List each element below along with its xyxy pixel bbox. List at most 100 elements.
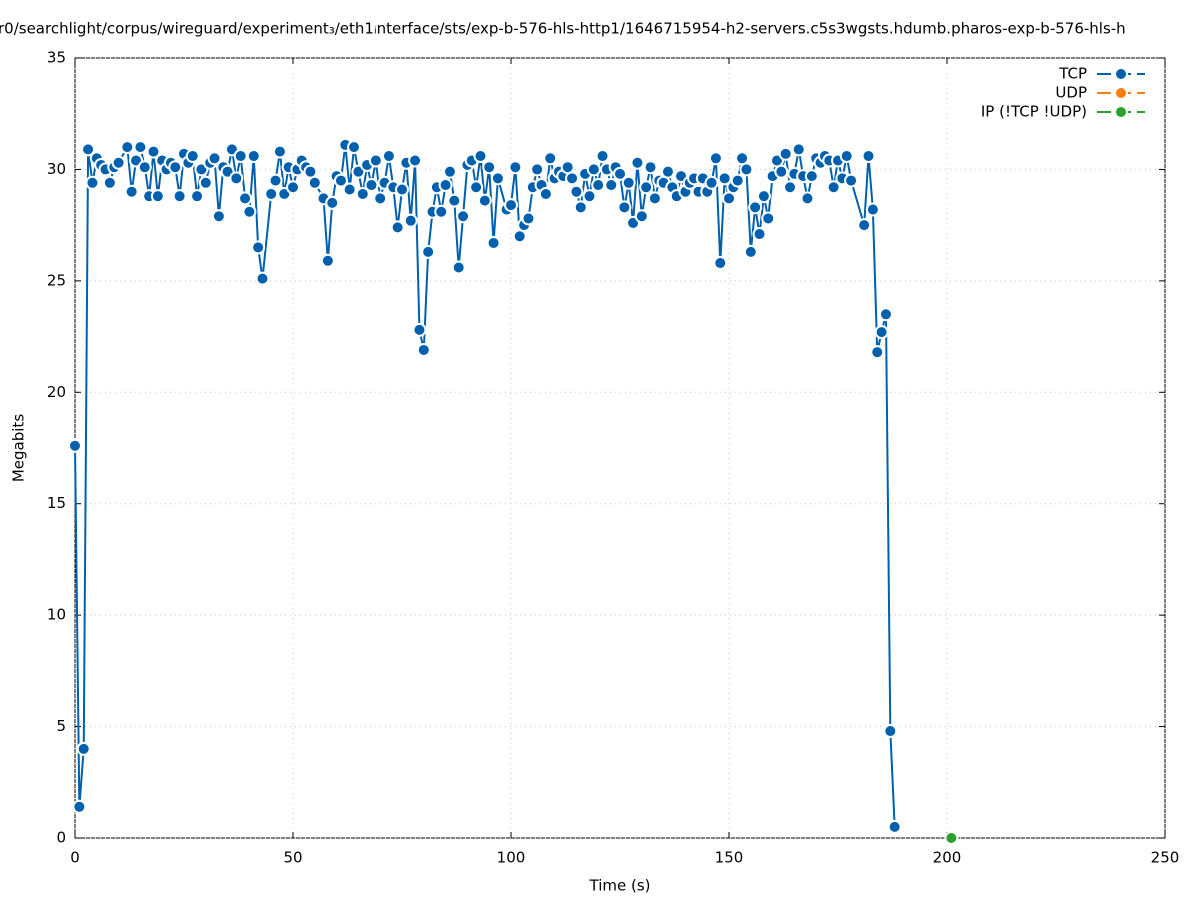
- data-point: [783, 180, 798, 195]
- data-point: [713, 256, 728, 271]
- data-point: [150, 189, 165, 204]
- legend-marker: [1114, 105, 1128, 119]
- data-point: [569, 184, 584, 199]
- data-point: [416, 342, 431, 357]
- data-point: [508, 160, 523, 175]
- y-tick-label: 15: [47, 494, 66, 512]
- x-tick-label: 150: [715, 849, 744, 867]
- y-tick-label: 5: [56, 717, 66, 735]
- data-point: [120, 140, 135, 155]
- data-point: [870, 345, 885, 360]
- x-tick-label: 200: [933, 849, 962, 867]
- data-point: [647, 191, 662, 206]
- data-point: [102, 175, 117, 190]
- data-point: [81, 142, 96, 157]
- data-point: [482, 160, 497, 175]
- data-point: [604, 178, 619, 193]
- data-point: [286, 180, 300, 195]
- data-point: [233, 149, 248, 164]
- data-point: [573, 200, 588, 215]
- data-point: [878, 307, 893, 322]
- data-point: [538, 186, 553, 201]
- data-point: [643, 160, 658, 175]
- data-point: [412, 322, 427, 337]
- data-point: [883, 724, 898, 739]
- data-point: [826, 180, 841, 195]
- data-point: [185, 149, 200, 164]
- data-point: [778, 146, 793, 161]
- data-point: [739, 162, 754, 177]
- data-point: [730, 173, 745, 188]
- data-point: [172, 189, 187, 204]
- data-point: [613, 166, 627, 181]
- data-point: [621, 175, 636, 190]
- data-point: [660, 164, 675, 179]
- data-point: [617, 200, 632, 215]
- legend-marker: [1114, 67, 1128, 81]
- data-point: [743, 244, 758, 259]
- data-point: [229, 171, 244, 186]
- data-point: [861, 149, 876, 164]
- data-point: [198, 175, 213, 190]
- y-tick-label: 35: [47, 49, 66, 67]
- data-point: [190, 189, 205, 204]
- data-point: [355, 186, 370, 201]
- data-point: [874, 325, 889, 340]
- y-tick-label: 30: [47, 160, 66, 178]
- y-tick-label: 0: [56, 829, 66, 847]
- data-point: [408, 153, 423, 168]
- legend-marker: [1114, 86, 1128, 100]
- data-point: [582, 189, 597, 204]
- data-point: [839, 149, 854, 164]
- data-point: [364, 178, 379, 193]
- data-point: [347, 140, 362, 155]
- data-point: [756, 189, 771, 204]
- data-point: [634, 209, 649, 224]
- data-point: [887, 819, 902, 834]
- data-point: [752, 227, 767, 242]
- data-point: [486, 235, 501, 250]
- data-point: [307, 175, 322, 190]
- data-point: [421, 244, 436, 259]
- y-tick-label: 20: [47, 383, 66, 401]
- legend-label: IP (!TCP !UDP): [981, 103, 1087, 121]
- data-point: [72, 799, 87, 814]
- data-point: [748, 200, 763, 215]
- data-point: [238, 191, 253, 206]
- data-point: [246, 149, 261, 164]
- data-point: [586, 162, 601, 177]
- data-point: [381, 149, 396, 164]
- data-point: [447, 193, 462, 208]
- data-point: [325, 195, 340, 210]
- data-point: [477, 193, 492, 208]
- data-point: [473, 149, 488, 164]
- data-point: [395, 182, 409, 197]
- data-point: [373, 191, 388, 206]
- data-point: [800, 191, 815, 206]
- x-tick-label: 250: [1151, 849, 1180, 867]
- y-tick-label: 25: [47, 271, 66, 289]
- data-point: [133, 140, 148, 155]
- data-point: [438, 178, 453, 193]
- data-point: [704, 175, 719, 190]
- data-point: [76, 741, 91, 756]
- data-point: [591, 178, 606, 193]
- data-point: [639, 180, 654, 195]
- data-point: [333, 173, 348, 188]
- data-point: [124, 184, 139, 199]
- data-point: [207, 151, 222, 166]
- data-point: [268, 173, 283, 188]
- chart-title: r0/searchlight/corpus/wireguard/experime…: [0, 20, 1126, 38]
- data-point: [456, 209, 471, 224]
- data-point: [595, 149, 610, 164]
- data-point: [320, 253, 335, 268]
- data-point: [469, 180, 484, 195]
- data-point: [434, 204, 449, 219]
- legend-label: UDP: [1055, 84, 1087, 102]
- data-point: [264, 186, 279, 201]
- legend-label: TCP: [1058, 65, 1087, 83]
- data-point: [543, 151, 558, 166]
- data-point: [442, 164, 457, 179]
- data-point: [791, 142, 806, 157]
